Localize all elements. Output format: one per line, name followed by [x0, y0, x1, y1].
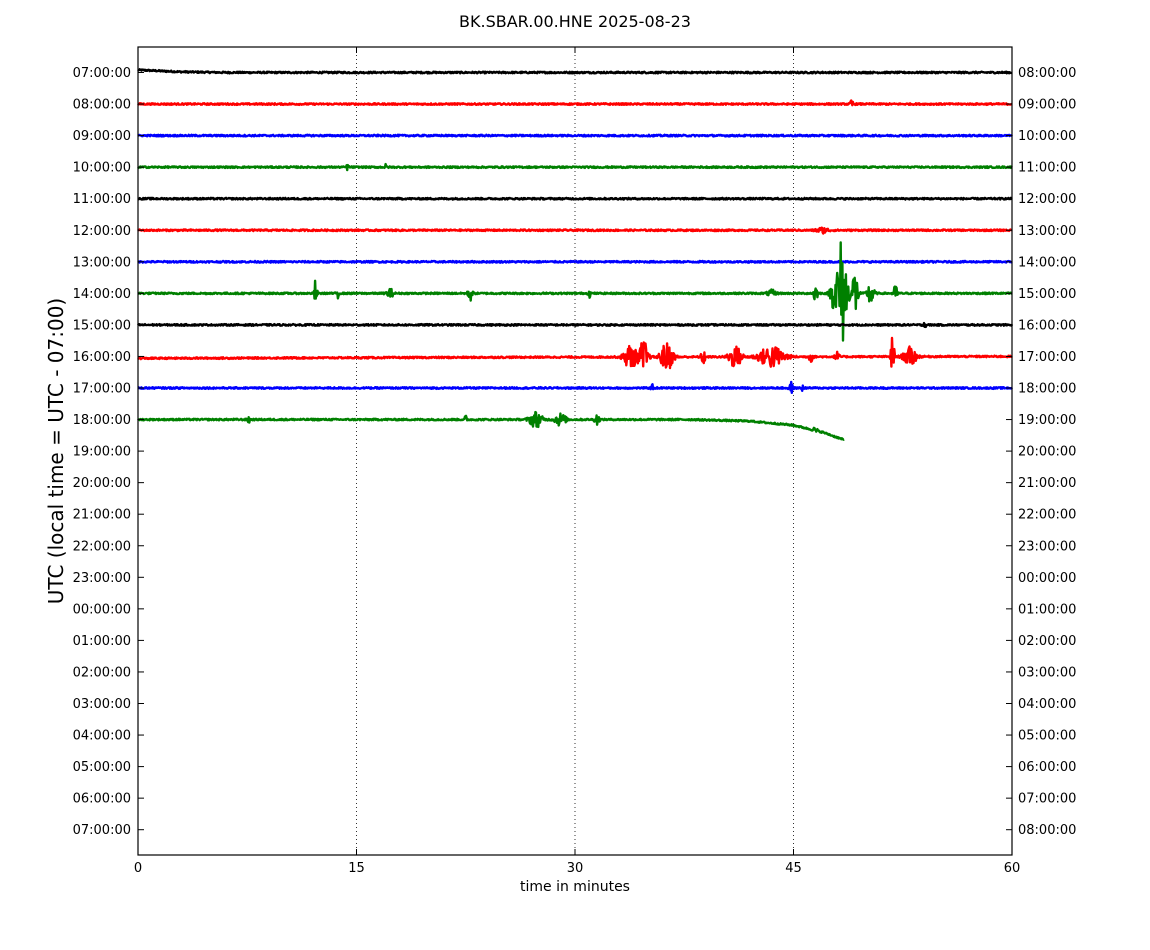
- y-ticks: 07:00:00 08:00:00 09:00:00 10:00:00 11:00:00…: [73, 66, 1077, 838]
- y-tick-label-right: 05:00:00: [1018, 729, 1076, 744]
- y-tick-label-left: 03:00:00: [73, 697, 131, 712]
- y-tick-label-right: 06:00:00: [1018, 760, 1076, 775]
- y-tick-label-left: 09:00:00: [73, 129, 131, 144]
- y-tick-label-left: 00:00:00: [73, 602, 131, 617]
- y-tick-label-right: 12:00:00: [1018, 192, 1076, 207]
- y-tick-label-right: 00:00:00: [1018, 571, 1076, 586]
- trace-row-11: [137, 410, 845, 441]
- y-tick-label-right: 19:00:00: [1018, 413, 1076, 428]
- y-axis-label: UTC (local time = UTC - 07:00): [44, 298, 68, 604]
- vertical-grid-lines: [356, 47, 794, 855]
- y-tick-label-left: 15:00:00: [73, 318, 131, 333]
- y-tick-label-left: 16:00:00: [73, 350, 131, 365]
- y-tick-label-left: 13:00:00: [73, 255, 131, 270]
- trace-row-9: [137, 336, 1013, 370]
- y-tick-label-left: 01:00:00: [73, 634, 131, 649]
- trace-row-6: [137, 259, 1013, 264]
- y-tick-label-left: 02:00:00: [73, 665, 131, 680]
- y-tick-label-left: 19:00:00: [73, 445, 131, 460]
- trace-lines: [137, 68, 1014, 441]
- trace-row-7: [137, 241, 1013, 342]
- trace-row-3: [137, 162, 1013, 172]
- y-tick-label-right: 20:00:00: [1018, 445, 1076, 460]
- y-tick-label-right: 17:00:00: [1018, 350, 1076, 365]
- trace-row-5: [137, 226, 1013, 235]
- x-axis-label: time in minutes: [520, 879, 630, 895]
- y-tick-label-right: 14:00:00: [1018, 255, 1076, 270]
- y-tick-label-right: 08:00:00: [1018, 823, 1076, 838]
- y-tick-label-right: 11:00:00: [1018, 161, 1076, 176]
- y-tick-label-left: 23:00:00: [73, 571, 131, 586]
- y-tick-label-left: 21:00:00: [73, 508, 131, 523]
- y-tick-label-left: 20:00:00: [73, 476, 131, 491]
- y-tick-label-right: 02:00:00: [1018, 634, 1076, 649]
- x-tick-label: 0: [134, 861, 142, 876]
- x-tick-label: 30: [567, 861, 584, 876]
- y-tick-label-left: 05:00:00: [73, 760, 131, 775]
- trace-row-8: [137, 321, 1014, 329]
- trace-row-10: [137, 380, 1013, 394]
- y-tick-label-left: 11:00:00: [73, 192, 131, 207]
- y-tick-label-left: 04:00:00: [73, 729, 131, 744]
- y-tick-label-right: 16:00:00: [1018, 318, 1076, 333]
- y-tick-label-right: 08:00:00: [1018, 66, 1076, 81]
- y-tick-label-right: 10:00:00: [1018, 129, 1076, 144]
- trace-row-0: [137, 68, 1013, 75]
- y-tick-label-left: 07:00:00: [73, 823, 131, 838]
- y-tick-label-right: 18:00:00: [1018, 382, 1076, 397]
- y-tick-label-right: 15:00:00: [1018, 287, 1076, 302]
- x-tick-label: 15: [348, 861, 365, 876]
- y-tick-label-left: 07:00:00: [73, 66, 131, 81]
- y-tick-label-left: 06:00:00: [73, 792, 131, 807]
- y-tick-label-right: 04:00:00: [1018, 697, 1076, 712]
- chart-title: BK.SBAR.00.HNE 2025-08-23: [459, 12, 691, 31]
- y-tick-label-left: 18:00:00: [73, 413, 131, 428]
- y-tick-label-right: 13:00:00: [1018, 224, 1076, 239]
- y-tick-label-right: 07:00:00: [1018, 792, 1076, 807]
- y-tick-label-left: 22:00:00: [73, 539, 131, 554]
- x-ticks: 0 15 30 45 60: [134, 47, 1020, 876]
- trace-row-2: [137, 133, 1013, 138]
- y-tick-label-left: 10:00:00: [73, 161, 131, 176]
- trace-row-1: [137, 99, 1013, 107]
- y-tick-label-right: 21:00:00: [1018, 476, 1076, 491]
- y-tick-label-right: 03:00:00: [1018, 665, 1076, 680]
- x-tick-label: 45: [785, 861, 802, 876]
- y-tick-label-left: 08:00:00: [73, 98, 131, 113]
- trace-row-4: [137, 196, 1013, 201]
- y-tick-label-right: 09:00:00: [1018, 98, 1076, 113]
- y-tick-label-right: 22:00:00: [1018, 508, 1076, 523]
- x-tick-label: 60: [1004, 861, 1021, 876]
- y-tick-label-right: 01:00:00: [1018, 602, 1076, 617]
- y-tick-label-left: 14:00:00: [73, 287, 131, 302]
- y-tick-label-left: 12:00:00: [73, 224, 131, 239]
- y-tick-label-right: 23:00:00: [1018, 539, 1076, 554]
- y-tick-label-left: 17:00:00: [73, 382, 131, 397]
